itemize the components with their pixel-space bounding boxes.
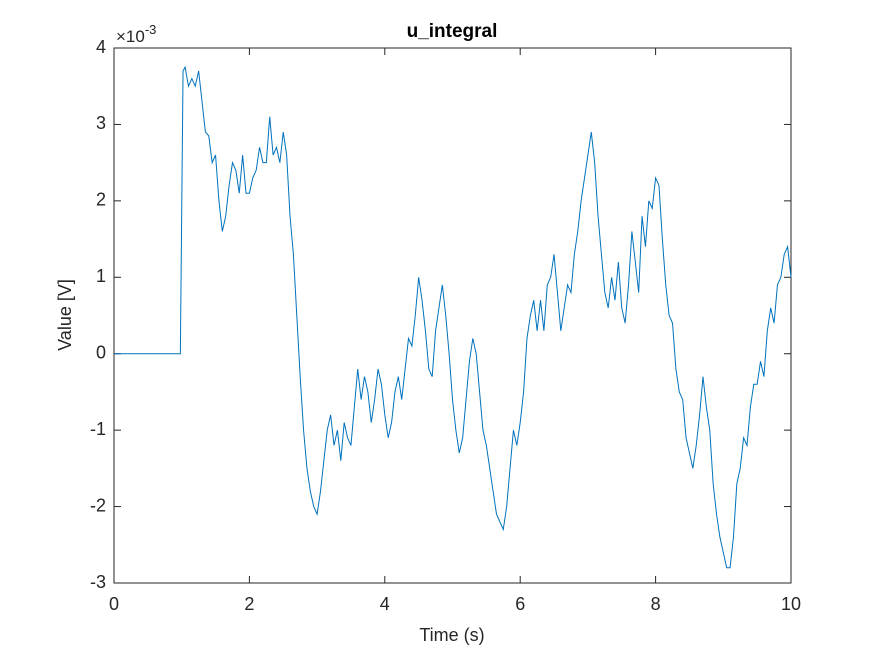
y-tick-label: 4 [96,37,106,57]
x-tick-label: 4 [380,594,390,614]
data-line [114,65,792,569]
y-tick-label: 1 [96,266,106,286]
exponent-power: -3 [145,22,157,37]
y-exponent: ×10-3 [116,22,156,46]
y-tick-label: -1 [90,419,106,439]
chart-title: u_integral [407,21,498,42]
y-tick-label: 3 [96,113,106,133]
y-axis-label: Value [V] [55,279,75,351]
x-tick-label: 6 [515,594,525,614]
y-tick-label: 2 [96,190,106,210]
x-tick-label: 10 [781,594,801,614]
y-tick-label: 0 [96,342,106,362]
x-tick-label: 0 [109,594,119,614]
exponent-base: ×10 [116,27,145,46]
y-tick-label: -2 [90,495,106,515]
x-axis-label: Time (s) [419,625,484,645]
plot-box [113,47,792,584]
y-tick-label: -3 [90,572,106,592]
x-tick-label: 8 [651,594,661,614]
x-tick-label: 2 [244,594,254,614]
